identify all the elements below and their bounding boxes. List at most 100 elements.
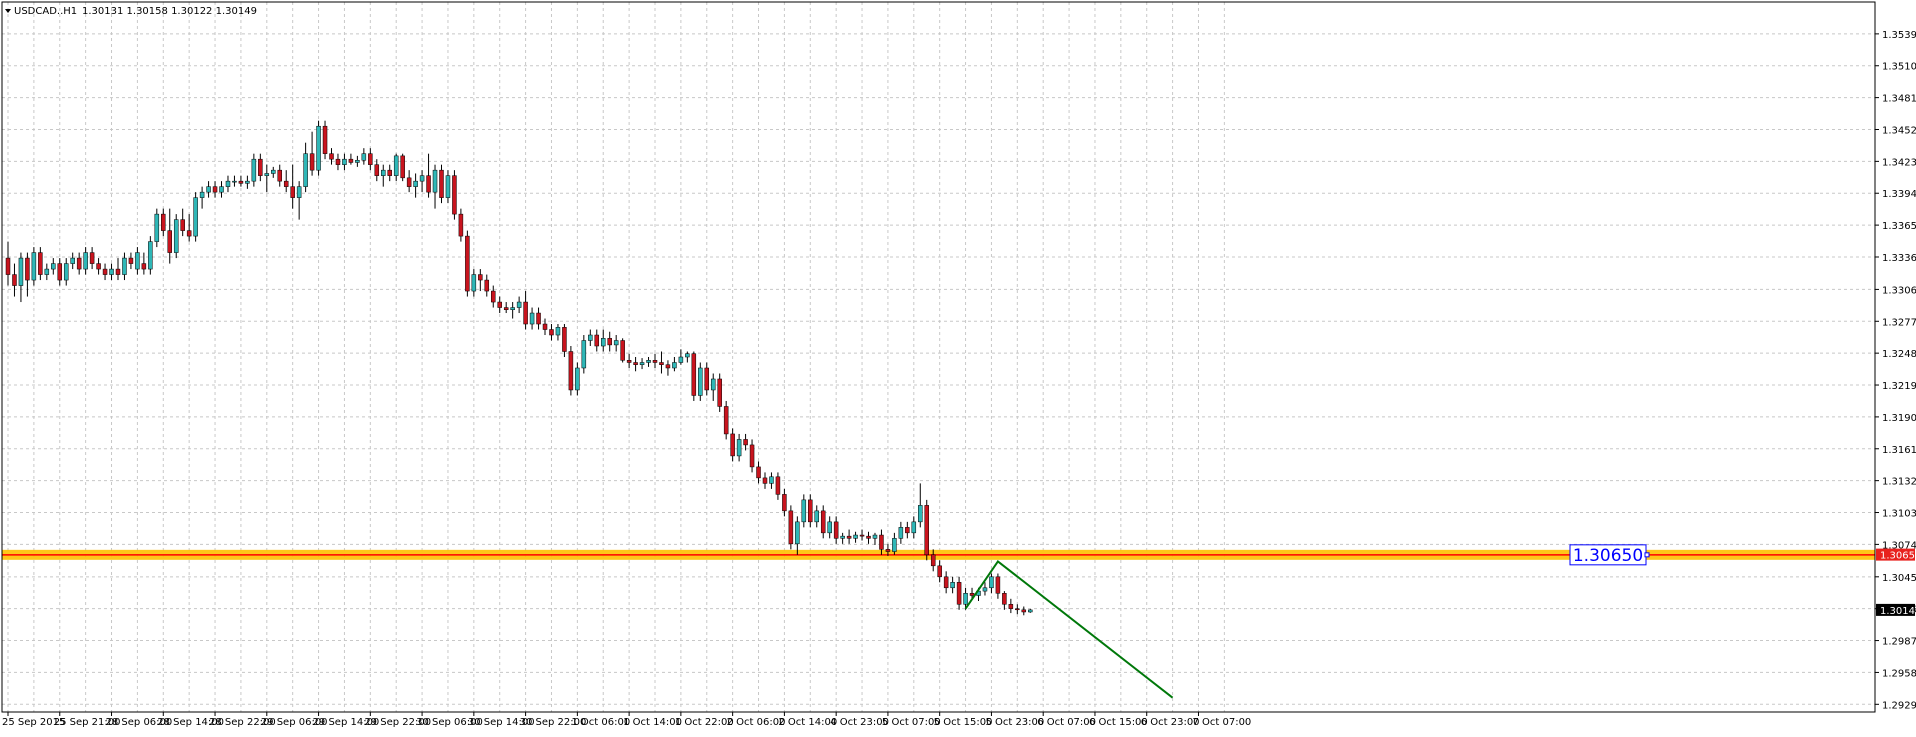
candle-body-bull (70, 257, 75, 264)
candle (827, 516, 832, 539)
price-tick-label: 1.35100 (1882, 62, 1916, 73)
candle-body-bear (283, 180, 289, 187)
candle-body-bear (290, 186, 295, 198)
price-tick-label: 1.31325 (1882, 477, 1916, 488)
candle (652, 353, 658, 368)
time-tick-label: 28 Sep 14:00 (157, 717, 224, 728)
candle-body-bear (885, 549, 891, 552)
candle (846, 529, 852, 544)
candle-body-bear (743, 439, 748, 446)
candle (814, 505, 819, 528)
candle (432, 164, 438, 209)
current-price-tag-text: 1.30149 (1880, 606, 1916, 617)
candle (497, 296, 502, 314)
candle-body-bear (775, 476, 781, 495)
candle-body-bull (853, 534, 858, 539)
level-label[interactable]: 1.30650 (1569, 544, 1650, 566)
candle-body-bull (581, 340, 587, 369)
candle (717, 373, 722, 412)
candle-body-bull (575, 367, 580, 391)
candle (801, 494, 807, 528)
candle (180, 208, 185, 237)
candle-body-bear (788, 510, 794, 545)
candle (471, 269, 477, 297)
candle-body-bear (238, 180, 244, 184)
candle (795, 516, 800, 555)
candle-body-bear (387, 169, 392, 176)
candle-body-bear (730, 433, 735, 457)
time-tick-label: 6 Oct 23:00 (1141, 717, 1200, 728)
candle-body-bull (471, 274, 477, 292)
candle-body-bull (769, 476, 774, 484)
candle-body-bear (497, 301, 502, 308)
candle-body-bear (930, 554, 936, 567)
candle (96, 258, 101, 275)
candle (271, 166, 276, 178)
candle (555, 324, 561, 341)
candle-body-bull (950, 582, 955, 589)
candle-body-bear (426, 175, 431, 193)
candle (89, 247, 95, 270)
level-line-group[interactable] (2, 549, 1875, 560)
candle-body-bear (924, 505, 929, 556)
candle-body-bull (51, 263, 56, 270)
candle-body-bear (38, 252, 43, 275)
dropdown-arrow-icon[interactable] (5, 9, 11, 13)
candle-body-bull (225, 180, 231, 187)
candle (905, 521, 910, 539)
candle (698, 362, 703, 401)
price-tick-label: 1.35390 (1882, 30, 1916, 41)
candle-body-bear (723, 406, 729, 435)
candle (749, 439, 755, 473)
candle-body-bull (516, 301, 522, 308)
candle-body-bull (872, 534, 878, 539)
candle-body-bull (613, 340, 619, 346)
candle (775, 472, 781, 500)
candle (866, 531, 871, 544)
candle-body-bear (879, 534, 884, 550)
time-tick-label: 30 Sep 06:00 (416, 717, 483, 728)
price-tick-label: 1.30745 (1882, 540, 1916, 551)
candle (898, 521, 904, 544)
candle (128, 252, 134, 270)
candle (439, 164, 444, 204)
projection-line[interactable] (964, 559, 1174, 699)
time-tick-label: 2 Oct 06:00 (727, 717, 786, 728)
candle-body-bull (219, 186, 224, 193)
candle-body-bear (943, 576, 949, 589)
candle-body-bear (762, 477, 768, 484)
candle (808, 494, 813, 528)
price-tick-label: 1.32195 (1882, 381, 1916, 392)
candle-body-bear (161, 213, 166, 231)
candle (762, 472, 768, 489)
candle-body-bull (685, 353, 690, 358)
current-price-tag-bg (1876, 603, 1915, 616)
projection-path[interactable]: 1.30650 (964, 544, 1650, 699)
candle (943, 571, 949, 594)
candle (588, 329, 593, 347)
candle-body-bear (937, 565, 942, 578)
candle (283, 170, 289, 193)
candle-body-bull (529, 312, 535, 325)
candle-body-bear (128, 257, 134, 264)
level-price-tag: 1.30652 (1876, 548, 1916, 562)
candle-body-bear (452, 175, 457, 215)
candle-body-bull (296, 186, 302, 198)
level-label-handle[interactable] (1644, 552, 1650, 558)
candle (355, 155, 360, 167)
candle (219, 181, 224, 198)
candle (892, 532, 897, 555)
candle-body-bear (12, 274, 17, 286)
candle (562, 324, 567, 357)
candle-body-bull (600, 338, 606, 347)
price-tick-label: 1.34230 (1882, 157, 1916, 168)
candle (335, 153, 341, 171)
candle-body-bull (251, 158, 257, 182)
candle (982, 582, 988, 596)
level-price-tag-text: 1.30652 (1880, 551, 1916, 562)
candle (167, 208, 172, 264)
candle (12, 263, 17, 297)
candle-body-bear (277, 169, 282, 182)
